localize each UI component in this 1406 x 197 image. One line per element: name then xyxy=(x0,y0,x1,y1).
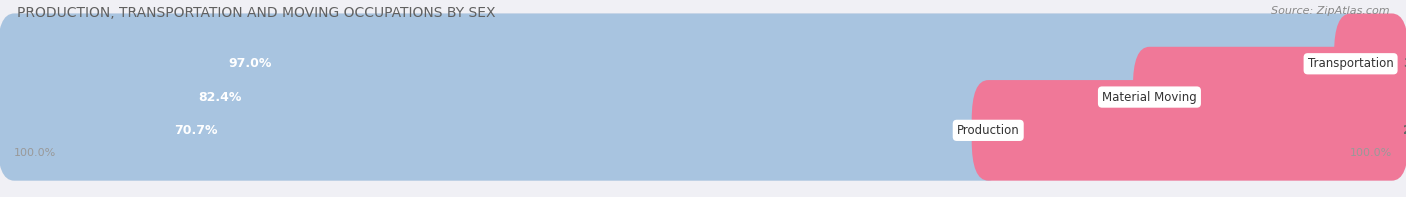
Text: PRODUCTION, TRANSPORTATION AND MOVING OCCUPATIONS BY SEX: PRODUCTION, TRANSPORTATION AND MOVING OC… xyxy=(17,6,495,20)
FancyBboxPatch shape xyxy=(0,80,1406,181)
FancyBboxPatch shape xyxy=(0,47,1406,147)
Text: 100.0%: 100.0% xyxy=(1350,148,1392,158)
Text: 97.0%: 97.0% xyxy=(228,57,271,70)
Text: 82.4%: 82.4% xyxy=(198,91,242,104)
Text: 70.7%: 70.7% xyxy=(174,124,218,137)
Text: Production: Production xyxy=(957,124,1019,137)
Text: Transportation: Transportation xyxy=(1308,57,1393,70)
Text: 100.0%: 100.0% xyxy=(14,148,56,158)
FancyBboxPatch shape xyxy=(0,47,1166,147)
Text: Source: ZipAtlas.com: Source: ZipAtlas.com xyxy=(1271,6,1389,16)
Text: Material Moving: Material Moving xyxy=(1102,91,1197,104)
FancyBboxPatch shape xyxy=(1133,47,1406,147)
Text: 17.7%: 17.7% xyxy=(1405,91,1406,104)
FancyBboxPatch shape xyxy=(0,80,1005,181)
Text: 3.0%: 3.0% xyxy=(1403,57,1406,70)
FancyBboxPatch shape xyxy=(0,13,1406,114)
FancyBboxPatch shape xyxy=(1334,13,1406,114)
FancyBboxPatch shape xyxy=(972,80,1406,181)
Text: 29.3%: 29.3% xyxy=(1403,124,1406,137)
FancyBboxPatch shape xyxy=(0,13,1367,114)
